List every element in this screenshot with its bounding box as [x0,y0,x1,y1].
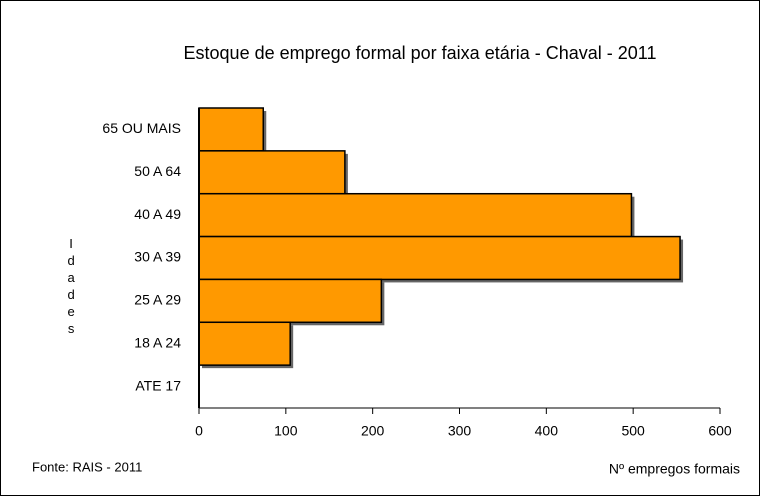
bar [198,192,633,238]
x-tick-label: 100 [274,423,298,439]
y-tick-label: 25 A 29 [134,292,181,308]
y-tick-label: 40 A 49 [134,206,181,222]
x-axis-label: Nº empregos formais [609,461,740,477]
bar [198,150,346,195]
y-axis-label: Idades [64,236,79,338]
x-tick-label: 500 [621,423,645,439]
source: Fonte: RAIS - 2011 [32,459,142,474]
y-tick-label: 50 A 64 [134,163,181,179]
chart-title: Estoque de emprego formal por faixa etár… [184,43,657,63]
y-tick-label: 65 OU MAIS [102,120,181,136]
x-tick-label: 600 [708,423,732,439]
x-tick-label: 400 [535,423,559,439]
y-tick-label: ATE 17 [135,377,181,393]
y-tick-label: 18 A 24 [134,334,181,350]
bar [198,107,265,152]
x-tick-label: 300 [448,423,472,439]
y-tick-label: 30 A 39 [134,249,181,265]
bar [198,235,681,281]
bar [198,278,383,324]
x-tick-label: 0 [195,423,203,439]
x-tick-label: 200 [361,423,385,439]
bar [198,321,291,366]
